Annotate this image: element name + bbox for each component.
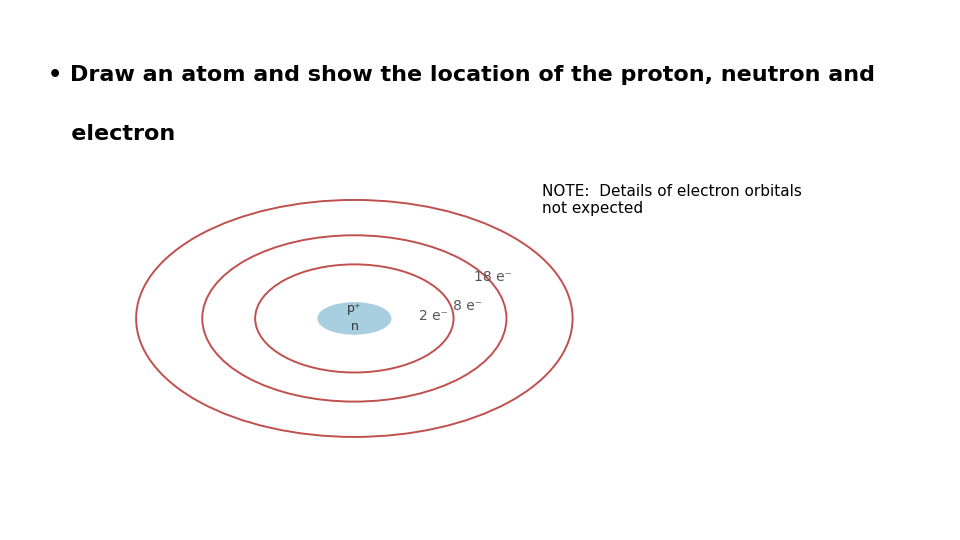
Text: 18 e⁻: 18 e⁻ [474, 270, 513, 284]
Text: NOTE:  Details of electron orbitals
not expected: NOTE: Details of electron orbitals not e… [542, 184, 803, 216]
Text: p⁺: p⁺ [348, 301, 362, 314]
Text: 2 e⁻: 2 e⁻ [419, 309, 447, 323]
Ellipse shape [318, 303, 391, 334]
Text: n: n [350, 320, 358, 333]
Text: • Draw an atom and show the location of the proton, neutron and: • Draw an atom and show the location of … [48, 65, 875, 85]
Text: 8 e⁻: 8 e⁻ [453, 299, 482, 313]
Text: electron: electron [48, 124, 176, 144]
